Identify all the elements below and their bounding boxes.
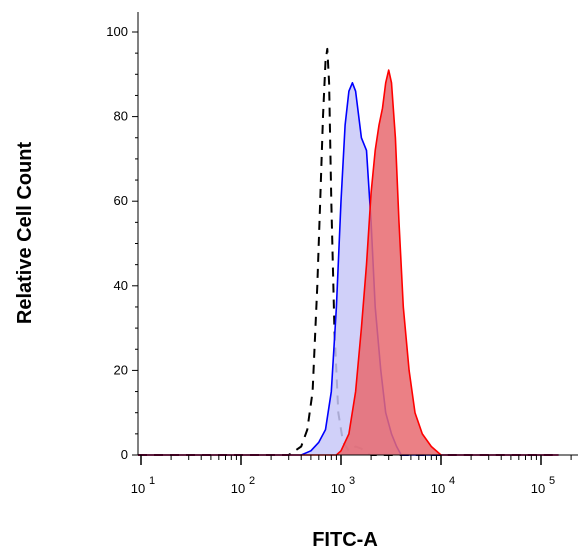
x-tick-exponent: 4 xyxy=(449,475,455,487)
y-tick-label: 20 xyxy=(114,362,128,377)
y-tick-label: 40 xyxy=(114,278,128,293)
x-axis-title: FITC-A xyxy=(312,529,378,551)
y-axis-title: Relative Cell Count xyxy=(14,142,36,325)
x-tick-exponent: 1 xyxy=(149,475,155,487)
x-tick-exponent: 2 xyxy=(249,475,255,487)
y-tick-label: 100 xyxy=(106,24,128,39)
x-tick-exponent: 3 xyxy=(349,475,355,487)
y-tick-label: 0 xyxy=(121,447,128,462)
series-layer xyxy=(138,47,559,456)
x-tick-label: 10 xyxy=(131,481,145,496)
x-tick-exponent: 5 xyxy=(549,475,555,487)
x-tick-label: 10 xyxy=(531,481,545,496)
y-tick-label: 80 xyxy=(114,109,128,124)
blue-series-fill xyxy=(138,82,559,456)
x-tick-label: 10 xyxy=(431,481,445,496)
y-tick-label: 60 xyxy=(114,193,128,208)
x-tick-label: 10 xyxy=(331,481,345,496)
ticks-layer: 0 20 40 60 80 100 10 1 10 2 10 3 10 4 10 5 xyxy=(106,24,572,496)
red-series-line xyxy=(138,69,559,456)
x-tick-label: 10 xyxy=(231,481,245,496)
